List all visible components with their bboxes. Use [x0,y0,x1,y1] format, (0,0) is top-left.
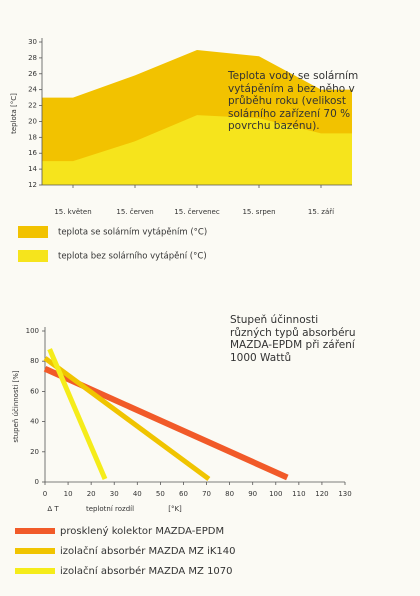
y-tick-label: 26 [28,70,37,78]
legend-label: teplota bez solárního vytápění (°C) [58,252,207,262]
x-tick-label: 15. červenec [174,208,220,216]
x-tick-label: 50 [156,490,165,498]
series-line [47,348,108,480]
y-tick-label: 12 [28,181,37,189]
annotation: Teplota vody se solárním vytápěním a bez… [228,70,359,132]
y-tick-label: 20 [30,448,39,456]
y-axis-title: teplota [°C] [10,93,18,134]
x-tick-label: 30 [110,490,119,498]
x-tick-label: 15. září [308,208,335,216]
x-axis-title: teplotní rozdíl [86,505,134,513]
x-tick-label: 100 [269,490,282,498]
x-tick-label: 130 [338,490,351,498]
x-tick-label: 70 [202,490,211,498]
y-tick-label: 80 [30,357,39,365]
y-tick-label: 22 [28,102,37,110]
area [42,115,352,185]
x-tick-label: 60 [179,490,188,498]
x-axis-unit: [°K] [168,505,182,513]
y-tick-label: 0 [35,478,39,486]
x-tick-label: 15. květen [54,208,91,216]
x-tick-label: 10 [64,490,73,498]
x-symbol: Δ T [47,505,59,513]
y-tick-label: 18 [28,133,37,141]
x-tick-label: 120 [315,490,328,498]
x-tick-label: 0 [43,490,47,498]
y-axis-title: stupeň účinnosti [%] [12,370,20,443]
y-tick-label: 16 [28,149,37,157]
legend-label: izolační absorbér MAZDA MZ 1070 [60,565,233,577]
legend-label: prosklený kolektor MAZDA-EPDM [60,525,224,537]
x-tick-label: 110 [292,490,305,498]
legend-label: teplota se solárním vytápěním (°C) [58,228,207,238]
chart-title: Stupeň účinnosti různých typů absorbéru … [230,314,356,364]
x-tick-label: 15. červen [116,208,153,216]
x-tick-label: 90 [248,490,257,498]
y-tick-label: 24 [28,86,37,94]
y-tick-label: 30 [28,38,37,46]
x-tick-label: 15. srpen [242,208,275,216]
legend-swatch [18,250,48,262]
y-tick-label: 60 [30,387,39,395]
y-tick-label: 100 [26,327,39,335]
x-tick-label: 20 [87,490,96,498]
x-tick-label: 80 [225,490,234,498]
y-tick-label: 20 [28,117,37,125]
series-line [43,356,211,481]
y-tick-label: 40 [30,418,39,426]
y-tick-label: 14 [28,165,37,173]
x-tick-label: 40 [133,490,142,498]
y-tick-label: 28 [28,54,37,62]
legend-swatch [18,226,48,238]
legend-label: izolační absorbér MAZDA MZ iK140 [60,545,236,557]
